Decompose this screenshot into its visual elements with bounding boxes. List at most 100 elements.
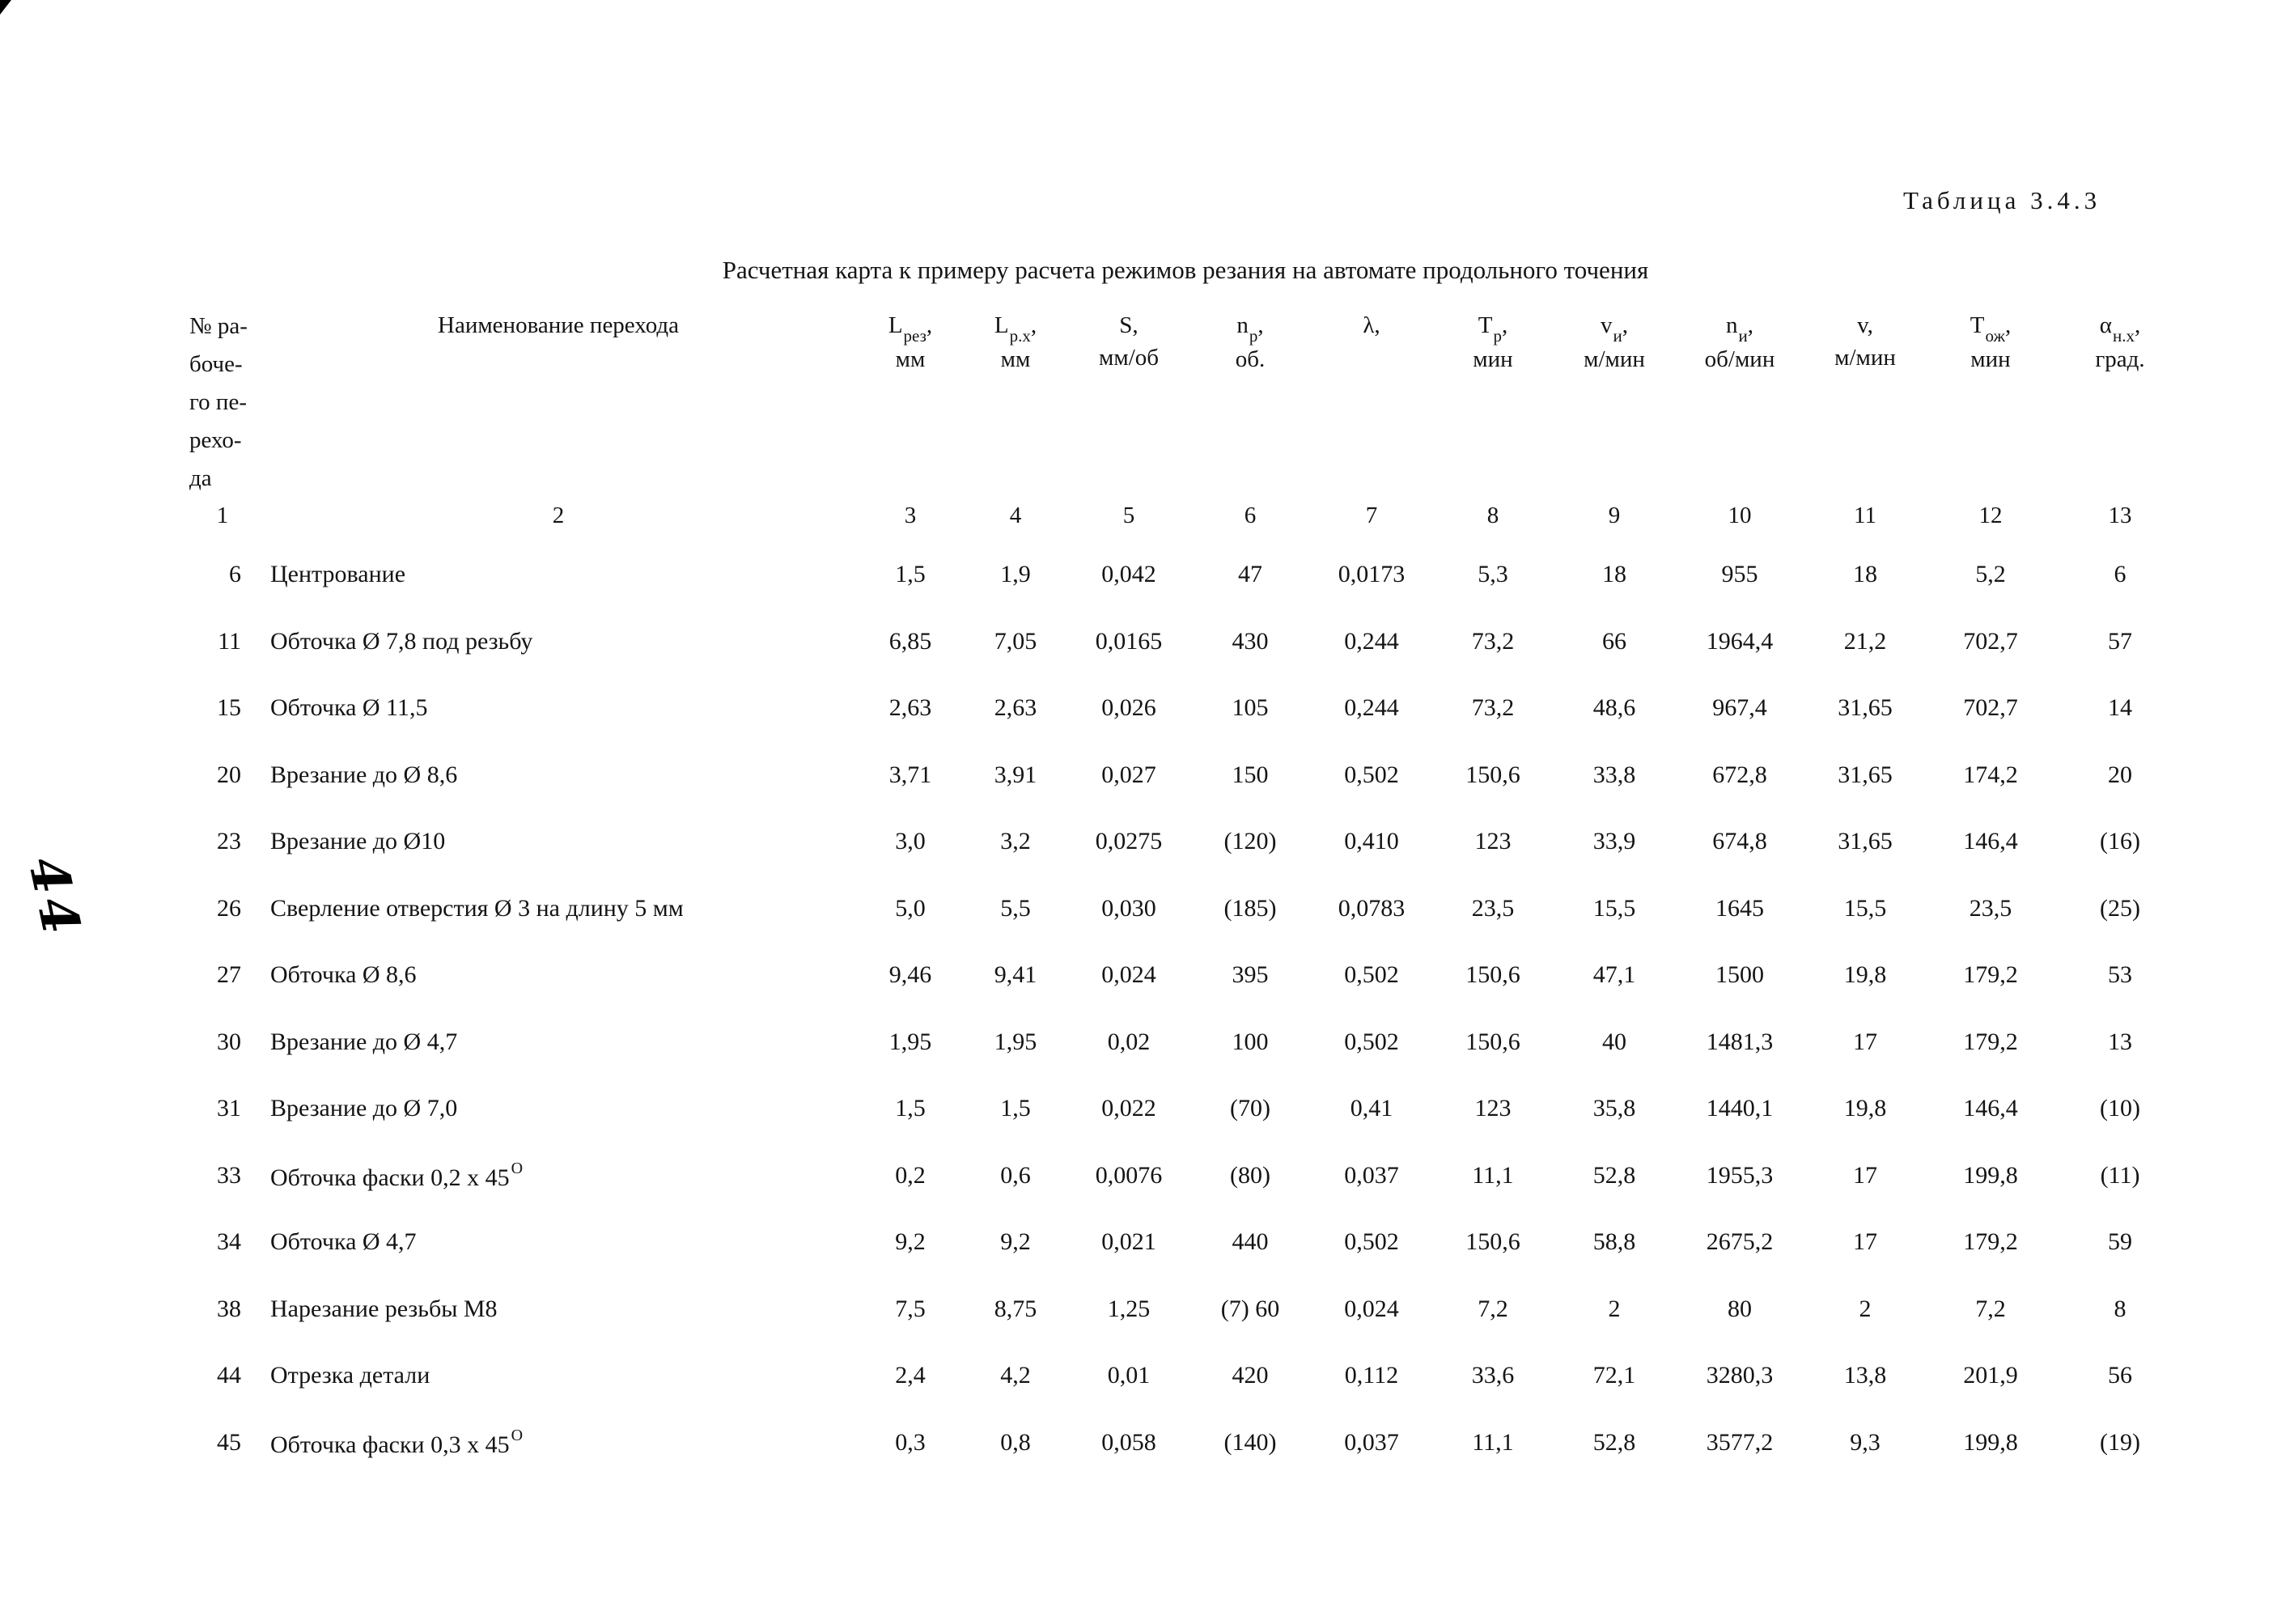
cell-value: 17 xyxy=(1853,1028,1877,1055)
cell-value: 0,502 xyxy=(1344,1028,1399,1055)
cell-value: 179,2 xyxy=(1963,961,2018,989)
table-row: 38 Нарезание резьбы М8 7,5 8,75 1,25 (7) 60 0,… xyxy=(186,1276,2185,1343)
cell-value: 17 xyxy=(1853,1228,1877,1256)
cell-value: 0,021 xyxy=(1101,1228,1156,1256)
cell-value: 672,8 xyxy=(1712,761,1767,788)
table-row: 27 Обточка Ø 8,6 9,46 9,41 0,024 395 0,502 150,… xyxy=(186,942,2185,1009)
cell-value: 0,030 xyxy=(1101,894,1156,922)
cell-value: 2,63 xyxy=(888,694,932,722)
cell-value: (11) xyxy=(2100,1161,2140,1189)
cell-value: 18 xyxy=(1853,561,1877,588)
cell-value: 11,1 xyxy=(1472,1161,1514,1189)
table-header-row: № ра- боче- го пе- рехо- да Наименование… xyxy=(186,307,2185,498)
table-row: 6 Центрование 1,5 1,9 0,042 47 0,0173 5,3 18 955 1… xyxy=(186,541,2185,608)
cell-value: 1500 xyxy=(1715,961,1764,989)
cell-value: 13 xyxy=(2108,1028,2132,1055)
cell-value: 59 xyxy=(2108,1228,2132,1256)
cell-transition-no: 6 xyxy=(229,561,241,588)
cell-value: 0,41 xyxy=(1350,1095,1393,1122)
cell-transition-name: Врезание до Ø10 xyxy=(270,828,446,855)
cell-value: 1955,3 xyxy=(1706,1161,1774,1189)
cell-transition-no: 34 xyxy=(217,1228,241,1256)
col-header-subscript: р xyxy=(1493,326,1502,346)
cell-value: (140) xyxy=(1223,1428,1277,1456)
column-number: 9 xyxy=(1608,502,1621,528)
cell-transition-name: Врезание до Ø 7,0 xyxy=(270,1095,458,1122)
cell-value: 31,65 xyxy=(1838,694,1893,722)
cell-value: 0,037 xyxy=(1344,1161,1399,1189)
cell-value: 0,410 xyxy=(1344,828,1399,855)
cell-value: 0,244 xyxy=(1344,694,1399,722)
cell-value: 1481,3 xyxy=(1706,1028,1774,1055)
cell-value: 8,75 xyxy=(994,1295,1037,1322)
cell-value: 8 xyxy=(2114,1295,2127,1322)
cell-value: 0,037 xyxy=(1344,1428,1399,1456)
column-number: 13 xyxy=(2108,502,2132,528)
col-header: vи, м/мин xyxy=(1554,307,1675,377)
cell-value: 6,85 xyxy=(888,627,932,655)
cell-value: 123 xyxy=(1474,828,1512,855)
cell-value: (19) xyxy=(2100,1428,2140,1456)
col-header-symbol: vи, xyxy=(1601,312,1628,346)
column-number: 11 xyxy=(1854,502,1876,528)
cell-value: 179,2 xyxy=(1963,1228,2018,1256)
cell-value: 33,9 xyxy=(1592,828,1636,855)
cell-transition-no: 44 xyxy=(217,1362,241,1389)
cell-value: 20 xyxy=(2108,761,2132,788)
cell-value: (16) xyxy=(2100,828,2140,855)
cell-value: 23,5 xyxy=(1471,894,1515,922)
cell-value: 100 xyxy=(1232,1028,1269,1055)
col-header-unit: мм xyxy=(895,346,926,372)
cell-transition-name: Обточка Ø 8,6 xyxy=(270,961,417,989)
cell-value: 21,2 xyxy=(1843,627,1887,655)
col-header: αн.х, град. xyxy=(2055,307,2185,377)
scan-corner-artifact xyxy=(0,0,11,15)
col-header-symbol: Tож, xyxy=(1970,312,2012,346)
table-row: 15 Обточка Ø 11,5 2,63 2,63 0,026 105 0,244 73,… xyxy=(186,675,2185,742)
cell-value: 150 xyxy=(1232,761,1269,788)
cell-value: 35,8 xyxy=(1592,1095,1636,1122)
cell-value: 0,042 xyxy=(1101,561,1156,588)
cell-value: 199,8 xyxy=(1963,1428,2018,1456)
col-header-transition-name: Наименование перехода xyxy=(438,312,679,338)
col-header-unit: мм/об xyxy=(1098,345,1159,371)
cell-value: 1,5 xyxy=(895,561,926,588)
table-label: Таблица 3.4.3 xyxy=(1903,186,2101,214)
cell-value: 5,2 xyxy=(1975,561,2006,588)
col-header-symbol: Tр, xyxy=(1478,312,1508,346)
cell-value: 5,0 xyxy=(895,894,926,922)
cell-value: 0,2 xyxy=(895,1161,926,1189)
document-title: Расчетная карта к примеру расчета режимо… xyxy=(722,256,1649,284)
cell-value: 52,8 xyxy=(1592,1428,1636,1456)
cell-value: 3,91 xyxy=(994,761,1037,788)
cell-value: 73,2 xyxy=(1471,694,1515,722)
cell-value: 1645 xyxy=(1715,894,1764,922)
cell-transition-name: Врезание до Ø 8,6 xyxy=(270,761,458,788)
table-row: 45 Обточка фаски 0,3 x 45 О 0,3 0,8 0,058 (140… xyxy=(186,1410,2185,1477)
cell-value: 179,2 xyxy=(1963,1028,2018,1055)
cell-transition-no: 11 xyxy=(218,627,241,655)
col-header: λ, xyxy=(1311,307,1432,343)
cell-transition-name: Обточка Ø 7,8 под резьбу xyxy=(270,627,533,655)
cell-value: (10) xyxy=(2100,1095,2140,1122)
degree-superscript: О xyxy=(511,1159,524,1177)
cell-value: 0,8 xyxy=(1000,1428,1031,1456)
cell-value: 73,2 xyxy=(1471,627,1515,655)
col-header-unit: м/мин xyxy=(1834,345,1896,371)
col-header-subscript: ож xyxy=(1985,326,2005,346)
col-header-subscript: и xyxy=(1613,326,1622,346)
col-header-transition-no: № ра- боче- го пе- рехо- да xyxy=(189,313,248,491)
table-row: 30 Врезание до Ø 4,7 1,95 1,95 0,02 100 0,502 1… xyxy=(186,1009,2185,1076)
cell-value: 0,502 xyxy=(1344,1228,1399,1256)
cell-value: (185) xyxy=(1223,894,1277,922)
cell-value: 1,25 xyxy=(1107,1295,1151,1322)
column-number: 10 xyxy=(1728,502,1752,528)
cell-value: 199,8 xyxy=(1963,1161,2018,1189)
cell-value: 674,8 xyxy=(1712,828,1767,855)
cell-value: 3577,2 xyxy=(1706,1428,1774,1456)
cell-value: 0,0165 xyxy=(1095,627,1163,655)
column-number-row: 1 2 3 4 5 6 7 8 9 10 11 12 13 xyxy=(186,502,2185,541)
cell-transition-no: 27 xyxy=(217,961,241,989)
cell-value: 150,6 xyxy=(1465,761,1520,788)
cell-value: 702,7 xyxy=(1963,694,2018,722)
